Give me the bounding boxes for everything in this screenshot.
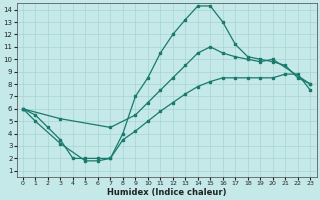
X-axis label: Humidex (Indice chaleur): Humidex (Indice chaleur) (107, 188, 226, 197)
